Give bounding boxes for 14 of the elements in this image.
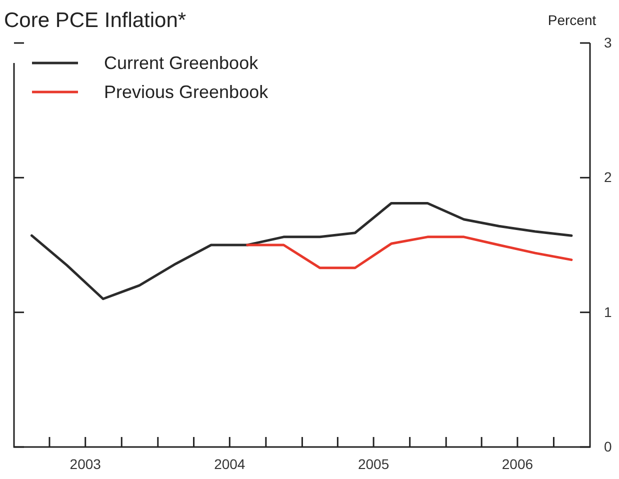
line-series — [246, 236, 573, 270]
line-series — [30, 202, 573, 300]
y-axis-title: Percent — [548, 12, 596, 28]
legend-label: Current Greenbook — [104, 53, 260, 73]
y-tick-label: 0 — [604, 438, 612, 454]
y-tick-label: 2 — [604, 169, 612, 186]
x-tick-label: 2003 — [70, 456, 102, 472]
legend-label: Previous Greenbook — [104, 82, 270, 102]
x-tick-label: 2006 — [502, 456, 534, 472]
chart-title: Core PCE Inflation* — [4, 9, 186, 32]
x-tick-label: 2005 — [358, 456, 390, 472]
x-tick-label: 2004 — [214, 456, 246, 472]
y-tick-label: 3 — [604, 34, 612, 50]
y-tick-label: 1 — [604, 304, 612, 320]
